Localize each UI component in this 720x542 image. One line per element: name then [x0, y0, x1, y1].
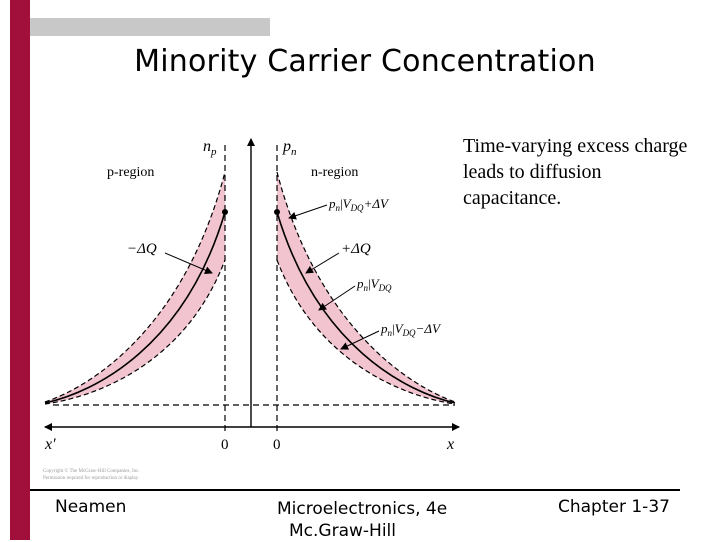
p-upper-dashed — [44, 171, 226, 403]
plus-dq-label: +ΔQ — [341, 241, 371, 257]
copyright-line-2: Permission required for reproduction or … — [43, 476, 139, 481]
minus-dq-label: −ΔQ — [127, 241, 157, 257]
p-region-label: p-region — [107, 165, 154, 180]
slide-title: Minority Carrier Concentration — [134, 44, 596, 79]
caption-text: Time-varying excess charge leads to diff… — [463, 135, 688, 209]
pn-mid-arrow — [318, 285, 356, 311]
pn-lower-arrow — [340, 330, 380, 350]
pn-axis-label: pn — [282, 138, 297, 158]
footer-author: Neamen — [55, 497, 127, 517]
np-axis-label: np — [203, 138, 217, 158]
footer-publisher: Mc.Graw-Hill — [289, 521, 396, 541]
copyright-line-1: Copyright © The McGraw-Hill Companies, I… — [43, 468, 140, 474]
p-lower-dashed — [44, 259, 226, 405]
footer-chapter: Chapter 1-37 — [558, 497, 670, 517]
p-edge-dot — [222, 209, 228, 215]
pn-mid-label: pn|VDQ — [356, 276, 392, 293]
n-region-label: n-region — [311, 165, 358, 180]
minus-dq-arrow — [164, 252, 213, 274]
accent-bar — [10, 0, 30, 540]
pn-upper-arrow — [288, 204, 328, 220]
title-strip — [30, 18, 270, 36]
pn-upper-label: pn|VDQ+ΔV — [328, 196, 390, 213]
n-edge-dot — [274, 209, 280, 215]
p-solid-curve — [44, 211, 226, 404]
p-band-fill — [45, 172, 225, 404]
pn-lower-label: pn|VDQ−ΔV — [380, 321, 442, 338]
n-solid-curve — [276, 211, 456, 404]
x-label: x — [446, 436, 454, 453]
plus-dq-arrow — [305, 252, 340, 274]
footer-book-title: Microelectronics, 4e — [277, 499, 448, 519]
x-prime-label: x′ — [44, 436, 56, 453]
zero-left-label: 0 — [221, 437, 229, 453]
n-upper-dashed — [276, 171, 456, 403]
footer-book: Microelectronics, 4e Mc.Graw-Hill — [277, 498, 447, 542]
footer-rule — [30, 489, 680, 491]
zero-right-label: 0 — [273, 437, 281, 453]
minority-carrier-diagram: np pn x′ x 0 0 p-region n-region −ΔQ +ΔQ… — [43, 138, 460, 481]
n-lower-dashed — [276, 259, 456, 405]
